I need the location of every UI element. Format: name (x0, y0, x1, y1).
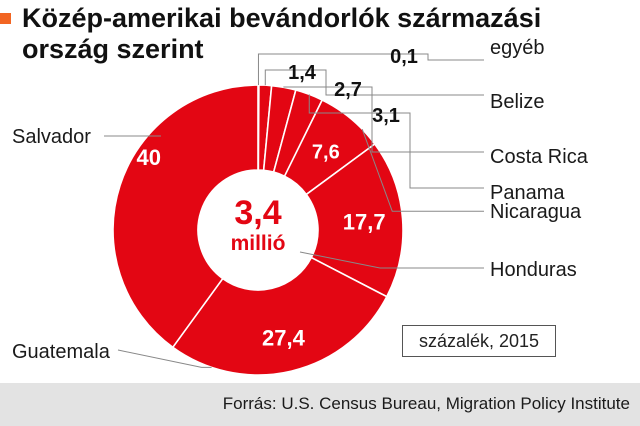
slice-name-belize: Belize (490, 91, 544, 113)
slice-salvador (112, 84, 259, 349)
slice-name-egyéb: egyéb (490, 37, 545, 59)
slice-name-salvador: Salvador (12, 126, 91, 148)
leader-line-egyéb (257, 53, 484, 86)
slice-value-salvador: 40 (136, 145, 160, 170)
leader-lines-layer (104, 53, 484, 368)
leader-line-belize (264, 69, 484, 96)
slice-value-egyéb: 0,1 (390, 46, 418, 68)
slice-name-costa-rica: Costa Rica (490, 146, 589, 168)
slice-name-guatemala: Guatemala (12, 341, 111, 363)
leader-line-panama (308, 94, 484, 189)
center-total-value: 3,4 (234, 194, 281, 232)
slice-name-panama: Panama (490, 182, 565, 204)
leader-line-guatemala (117, 349, 212, 368)
chart-title-line-2: ország szerint (22, 34, 204, 64)
slice-value-honduras: 17,7 (343, 210, 386, 235)
slice-value-guatemala: 27,4 (262, 326, 306, 351)
slice-value-belize: 1,4 (288, 62, 317, 84)
footer: Forrás: U.S. Census Bureau, Migration Po… (0, 383, 640, 426)
center-total-unit: millió (231, 232, 286, 255)
source-credit: Forrás: U.S. Census Bureau, Migration Po… (222, 394, 630, 413)
slice-value-panama: 3,1 (372, 105, 400, 127)
leader-line-honduras (299, 251, 484, 269)
slice-value-nicaragua: 7,6 (312, 141, 340, 163)
labels-layer: 0,1 egyéb 1,4 Belize 2,7 Costa Rica 3,1 Panama 7… (12, 37, 589, 363)
slice-name-nicaragua: Nicaragua (490, 201, 582, 223)
chart-title-line-1: Közép-amerikai bevándorlók származási (22, 3, 542, 33)
title-marker (0, 13, 11, 24)
slice-name-honduras: Honduras (490, 259, 577, 281)
unit-note: százalék, 2015 (402, 325, 556, 357)
leader-line-nicaragua (361, 129, 484, 212)
slices-layer (112, 84, 404, 376)
donut-chart: 0,1 egyéb 1,4 Belize 2,7 Costa Rica 3,1 Panama 7… (12, 37, 589, 376)
leader-line-costa-rica (283, 86, 484, 153)
slice-value-costa-rica: 2,7 (334, 79, 362, 101)
slice-guatemala (171, 256, 388, 376)
